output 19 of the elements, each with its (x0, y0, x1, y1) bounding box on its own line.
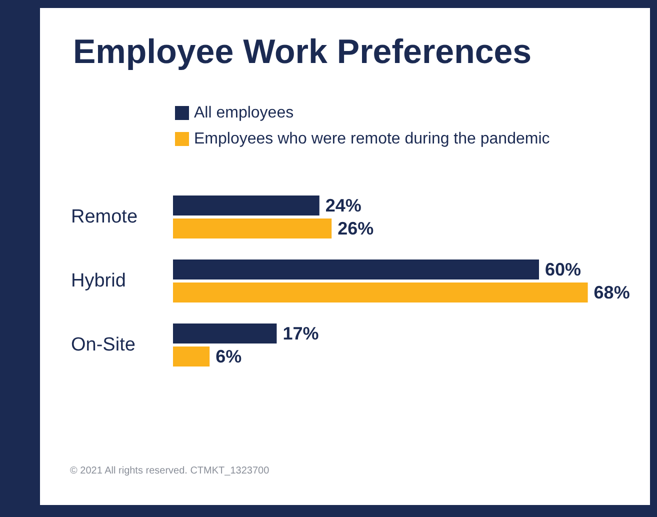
y-tick-label: On-Site (71, 334, 136, 356)
data-label: 24% (325, 196, 362, 216)
bar (173, 260, 539, 280)
legend-label: Employees who were remote during the pandemic (194, 130, 550, 148)
data-label: 68% (594, 282, 630, 302)
bar (173, 218, 332, 238)
data-label: 60% (545, 260, 582, 280)
data-label: 26% (338, 218, 374, 238)
bar (173, 346, 210, 366)
y-tick-label: Remote (71, 206, 138, 228)
text: © 2021 All rights reserved. CTMKT_1323700 (70, 466, 270, 476)
bar (173, 282, 588, 302)
y-tick-label: Hybrid (71, 270, 126, 292)
chart-title: Employee Work Preferences (73, 33, 532, 71)
bar (173, 196, 320, 216)
data-label: 6% (216, 346, 242, 366)
legend-label: All employees (194, 104, 294, 122)
data-label: 17% (282, 324, 319, 344)
bar (173, 324, 277, 344)
